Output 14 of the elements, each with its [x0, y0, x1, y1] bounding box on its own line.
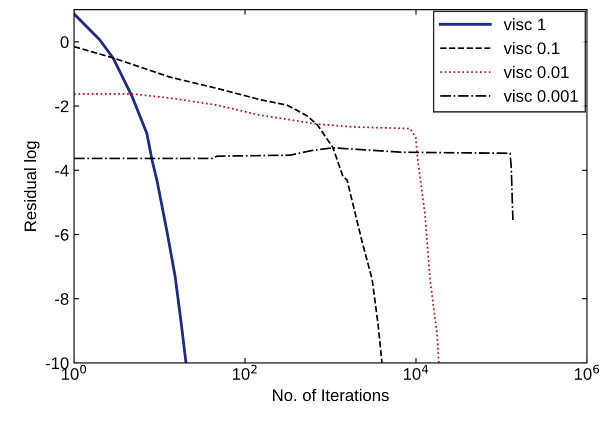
y-tick-label: -6	[55, 228, 68, 241]
x-axis-title: No. of Iterations	[273, 388, 389, 402]
legend-label: visc 1	[504, 18, 546, 30]
x-tick-label: 10$^{4}$	[404, 364, 428, 380]
legend-label: visc 0.001	[504, 90, 578, 102]
x-tick-label: 10$^{2}$	[232, 364, 257, 380]
legend-label: visc 0.1	[504, 42, 560, 54]
y-tick-label: 0	[60, 36, 69, 48]
x-tick-label: 10$^{6}$	[574, 364, 600, 380]
y-tick-label: -4	[55, 164, 69, 176]
y-axis-title: Residual log	[24, 142, 40, 231]
legend-label: visc 0.01	[504, 66, 569, 78]
y-tick-label: -2	[55, 100, 68, 112]
y-tick-label: -8	[55, 293, 68, 305]
